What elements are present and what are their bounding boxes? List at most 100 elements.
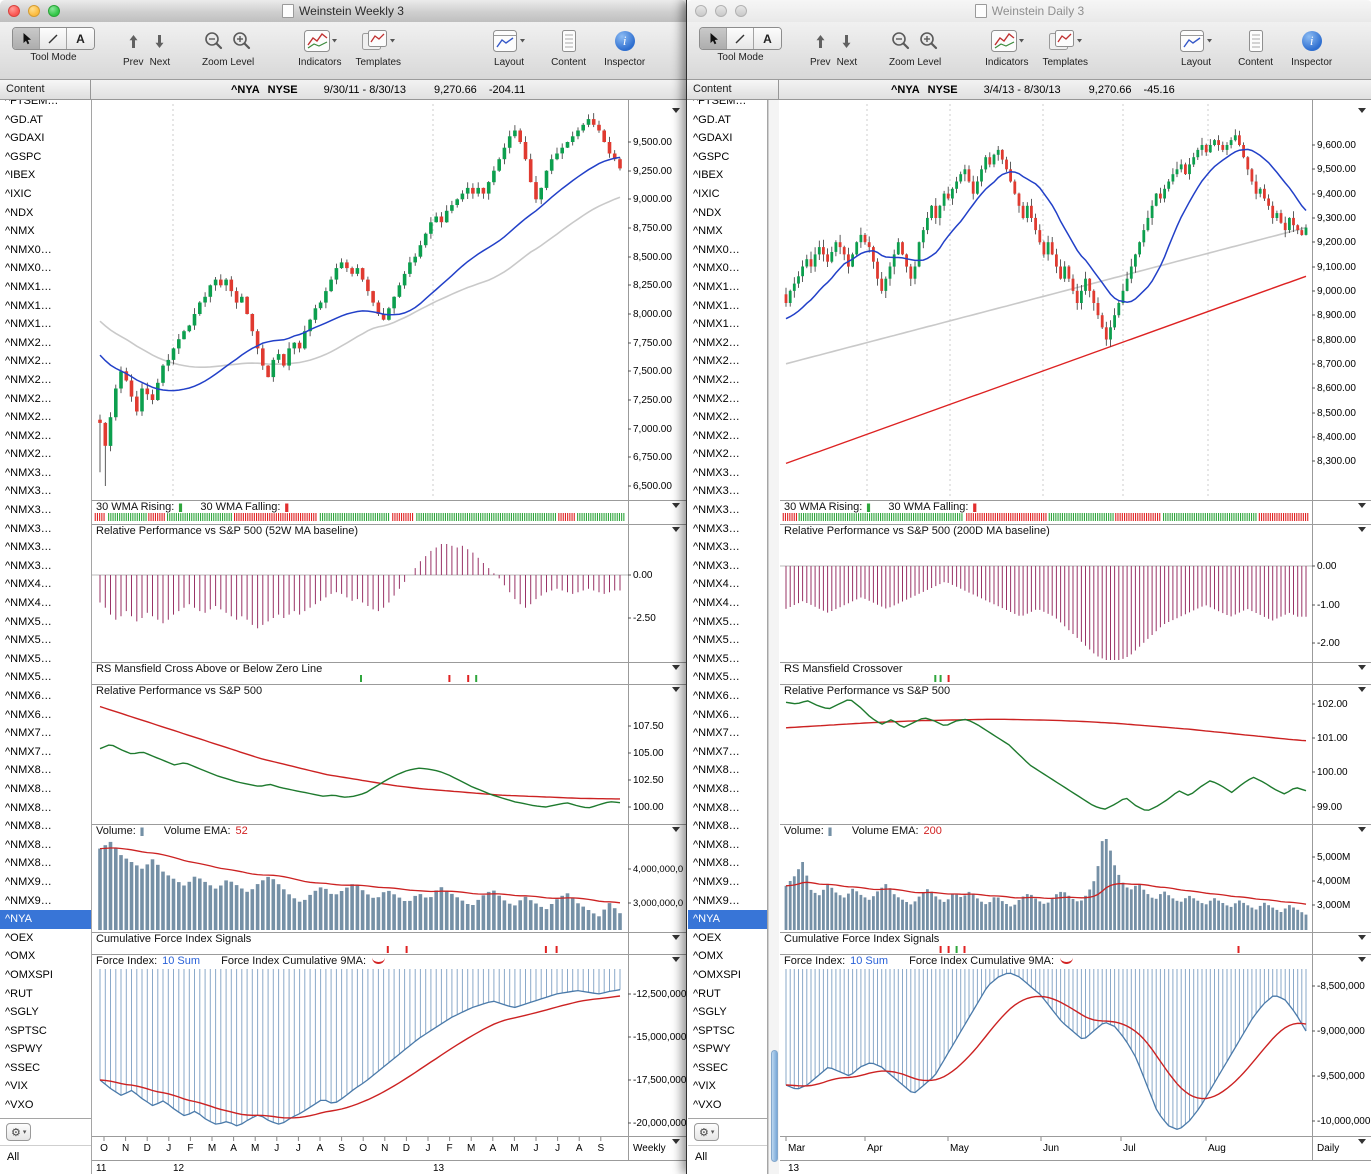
- symbol-list-item[interactable]: ^NMX8…: [5, 782, 52, 795]
- close-button[interactable]: [695, 5, 707, 17]
- pane-disclosure-button[interactable]: [672, 687, 680, 692]
- symbol-list-item[interactable]: ^IXIC: [693, 187, 720, 200]
- symbol-list-item[interactable]: ^NMX4…: [693, 578, 740, 591]
- pane-disclosure-button[interactable]: [1358, 108, 1366, 113]
- symbol-list-item[interactable]: ^OMXSPI: [5, 968, 53, 981]
- symbol-list-item[interactable]: ^GSPC: [5, 150, 42, 163]
- pointer-tool-button[interactable]: [700, 28, 727, 49]
- symbol-list-item[interactable]: ^NMX8…: [693, 820, 740, 833]
- symbol-list-item[interactable]: ^NMX8…: [5, 764, 52, 777]
- symbol-list-item[interactable]: ^OEX: [693, 931, 722, 944]
- symbol-list-item[interactable]: ^NYA: [0, 910, 91, 929]
- content-button[interactable]: [1242, 27, 1270, 55]
- symbol-list-item[interactable]: ^OMX: [693, 950, 724, 963]
- symbol-list-item[interactable]: ^NMX2…: [693, 429, 740, 442]
- symbol-list-item[interactable]: ^VIX: [5, 1080, 28, 1093]
- symbol-list-item[interactable]: ^NMX1…: [5, 280, 52, 293]
- symbol-list-item[interactable]: ^NMX5…: [5, 671, 52, 684]
- symbol-list-item[interactable]: ^GSPC: [693, 150, 730, 163]
- action-gear-button[interactable]: ⚙ ▾: [694, 1123, 720, 1141]
- layout-button[interactable]: [1176, 27, 1216, 55]
- symbol-list-item[interactable]: ^NMX6…: [693, 690, 740, 702]
- pane-disclosure-button[interactable]: [672, 827, 680, 832]
- scrollbar-thumb[interactable]: [771, 1050, 778, 1162]
- symbol-list-item[interactable]: ^NMX1…: [693, 318, 740, 331]
- symbol-list-item[interactable]: ^NMX5…: [5, 615, 52, 628]
- symbol-list-item[interactable]: ^NMX5…: [693, 634, 740, 647]
- symbol-list-item[interactable]: ^NMX3…: [693, 522, 740, 535]
- pane-disclosure-button[interactable]: [672, 935, 680, 940]
- symbol-list-item[interactable]: ^VIX: [693, 1080, 716, 1093]
- pane-disclosure-button[interactable]: [1358, 1139, 1366, 1144]
- symbol-list[interactable]: ^FTSEM… ^GD.AT ^GDAXI ^GSPC ^IBEX ^IXIC ^NDX ^N…: [0, 100, 92, 1118]
- symbol-list-item[interactable]: ^NMX2…: [5, 392, 52, 405]
- next-button[interactable]: [838, 27, 855, 55]
- symbol-list-item[interactable]: ^GDAXI: [693, 132, 733, 145]
- list-scope-all[interactable]: All: [0, 1145, 91, 1163]
- symbol-list-item[interactable]: ^NMX3…: [5, 466, 52, 479]
- symbol-list-item[interactable]: ^NMX8…: [5, 820, 52, 833]
- symbol-list-item[interactable]: ^NMX2…: [693, 392, 740, 405]
- symbol-list-item[interactable]: ^NMX4…: [5, 578, 52, 591]
- symbol-list-item[interactable]: ^NMX9…: [693, 894, 740, 907]
- symbol-list-item[interactable]: ^NMX2…: [693, 355, 740, 368]
- symbol-list-item[interactable]: ^NMX2…: [5, 373, 52, 386]
- symbol-list-item[interactable]: ^NMX8…: [693, 838, 740, 851]
- symbol-list-item[interactable]: ^IXIC: [5, 187, 32, 200]
- symbol-list-item[interactable]: ^NMX2…: [5, 355, 52, 368]
- symbol-list-item[interactable]: ^SSEC: [5, 1061, 41, 1074]
- zoom-out-button[interactable]: [887, 27, 915, 55]
- pane-disclosure-button[interactable]: [1358, 827, 1366, 832]
- pane-disclosure-button[interactable]: [672, 503, 680, 508]
- symbol-list-item[interactable]: ^NMX3…: [5, 559, 52, 572]
- symbol-list-item[interactable]: ^SGLY: [693, 1006, 727, 1019]
- pane-disclosure-button[interactable]: [672, 665, 680, 670]
- prev-button[interactable]: [125, 27, 142, 55]
- symbol-list-item[interactable]: ^NMX8…: [693, 764, 740, 777]
- symbol-list-item[interactable]: ^FTSEM…: [5, 100, 59, 107]
- symbol-list-item[interactable]: ^NMX3…: [5, 485, 52, 498]
- pane-disclosure-button[interactable]: [1358, 687, 1366, 692]
- text-tool-button[interactable]: A: [67, 28, 94, 49]
- pane-disclosure-button[interactable]: [672, 957, 680, 962]
- symbol-list-item[interactable]: ^NMX0…: [5, 262, 52, 275]
- minimize-button[interactable]: [715, 5, 727, 17]
- symbol-list-item[interactable]: ^GD.AT: [5, 113, 43, 126]
- inspector-button[interactable]: i: [612, 27, 638, 55]
- symbol-list-item[interactable]: ^NMX5…: [693, 615, 740, 628]
- symbol-list-item[interactable]: ^NMX2…: [693, 448, 740, 461]
- text-tool-button[interactable]: A: [754, 28, 781, 49]
- symbol-list-item[interactable]: ^RUT: [5, 987, 33, 1000]
- pane-disclosure-button[interactable]: [1358, 503, 1366, 508]
- zoom-window-button[interactable]: [735, 5, 747, 17]
- sidebar-column-header[interactable]: Content: [687, 80, 779, 99]
- symbol-list-item[interactable]: ^OMX: [5, 950, 36, 963]
- symbol-list-item[interactable]: ^NYA: [688, 910, 767, 929]
- zoom-in-button[interactable]: [228, 27, 256, 55]
- indicators-button[interactable]: [300, 27, 340, 55]
- symbol-list-item[interactable]: ^NMX6…: [5, 708, 52, 721]
- symbol-list-item[interactable]: ^NMX3…: [5, 541, 52, 554]
- symbol-list-item[interactable]: ^GD.AT: [693, 113, 731, 126]
- symbol-list-item[interactable]: ^NMX8…: [693, 857, 740, 870]
- pane-disclosure-button[interactable]: [1358, 665, 1366, 670]
- templates-button[interactable]: [358, 27, 398, 55]
- pane-disclosure-button[interactable]: [1358, 957, 1366, 962]
- pointer-tool-button[interactable]: [13, 28, 40, 49]
- symbol-list-item[interactable]: ^NMX1…: [5, 299, 52, 312]
- zoom-in-button[interactable]: [915, 27, 943, 55]
- symbol-list-item[interactable]: ^NMX3…: [693, 485, 740, 498]
- symbol-list-item[interactable]: ^NMX9…: [5, 875, 52, 888]
- symbol-list-item[interactable]: ^NMX4…: [5, 597, 52, 610]
- titlebar[interactable]: Weinstein Weekly 3: [0, 0, 686, 23]
- symbol-list-item[interactable]: ^SPWY: [693, 1043, 731, 1056]
- symbol-list-item[interactable]: ^OMXSPI: [693, 968, 741, 981]
- symbol-list-item[interactable]: ^NMX5…: [5, 634, 52, 647]
- symbol-list-item[interactable]: ^NMX0…: [5, 243, 52, 256]
- chart-canvas[interactable]: 9,500.00 9,250.00 9,000.00 8,750.00 8,500.00…: [92, 100, 686, 1174]
- symbol-list-item[interactable]: ^NMX6…: [5, 690, 52, 702]
- symbol-list-item[interactable]: ^NMX2…: [5, 429, 52, 442]
- layout-button[interactable]: [489, 27, 529, 55]
- pane-disclosure-button[interactable]: [672, 108, 680, 113]
- pane-disclosure-button[interactable]: [672, 527, 680, 532]
